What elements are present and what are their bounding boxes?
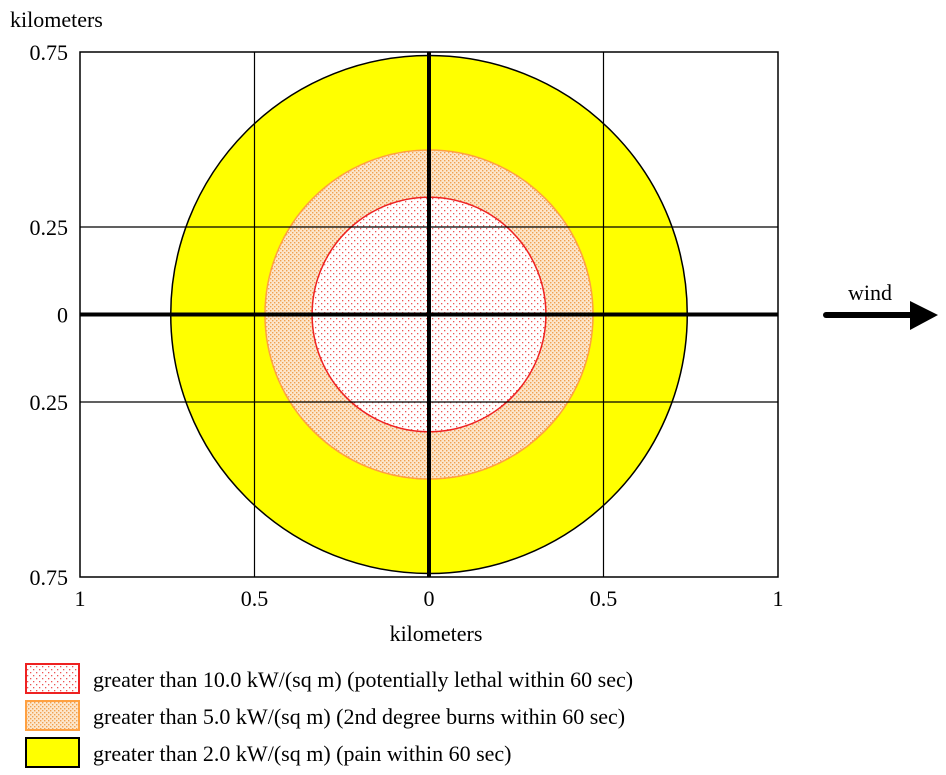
y-tick-label: 0 xyxy=(57,303,68,328)
legend: greater than 10.0 kW/(sq m) (potentially… xyxy=(25,663,633,768)
legend-label: greater than 2.0 kW/(sq m) (pain within … xyxy=(93,741,511,766)
x-tick-label: 0.5 xyxy=(241,586,269,611)
y-tick-label: 0.25 xyxy=(30,215,69,240)
wind-arrow-icon xyxy=(910,301,938,330)
legend-label: greater than 10.0 kW/(sq m) (potentially… xyxy=(93,667,633,692)
x-tick-label: 1 xyxy=(75,586,86,611)
legend-item: greater than 10.0 kW/(sq m) (potentially… xyxy=(25,663,633,694)
legend-swatch xyxy=(25,700,80,731)
wind-indicator: wind xyxy=(823,280,938,330)
legend-swatch xyxy=(25,737,80,768)
y-tick-label: 0.75 xyxy=(30,40,69,65)
legend-item: greater than 5.0 kW/(sq m) (2nd degree b… xyxy=(25,700,625,731)
axes-layer xyxy=(80,52,778,577)
x-tick-label: 0 xyxy=(424,586,435,611)
y-tick-label: 0.25 xyxy=(30,390,69,415)
legend-item: greater than 2.0 kW/(sq m) (pain within … xyxy=(25,737,511,768)
y-tick-label: 0.75 xyxy=(30,565,69,590)
wind-label: wind xyxy=(848,280,892,305)
x-tick-label: 1 xyxy=(773,586,784,611)
legend-label: greater than 5.0 kW/(sq m) (2nd degree b… xyxy=(93,704,625,729)
x-axis-label: kilometers xyxy=(390,621,483,646)
x-tick-label: 0.5 xyxy=(590,586,618,611)
y-axis-label: kilometers xyxy=(10,7,103,32)
legend-swatch xyxy=(25,663,80,694)
